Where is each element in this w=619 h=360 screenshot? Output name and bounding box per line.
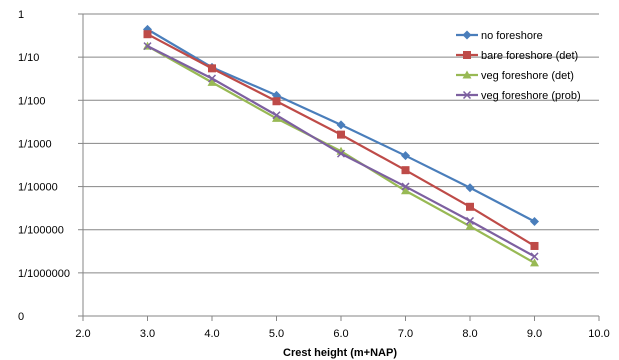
- data-point: [272, 111, 281, 120]
- y-tick-label: 0: [18, 311, 24, 323]
- data-point: [336, 120, 346, 130]
- y-tick-label: 1/100000: [18, 225, 64, 237]
- legend-label: veg foreshore (prob): [481, 90, 581, 102]
- series-1: [143, 24, 539, 227]
- data-point: [336, 149, 346, 158]
- legend-item: no foreshore: [456, 30, 543, 42]
- data-point: [465, 216, 475, 225]
- data-point: [337, 130, 345, 139]
- x-tick-label: 10.0: [588, 328, 609, 340]
- data-point: [401, 182, 410, 191]
- y-tick-label: 1/100: [18, 95, 46, 107]
- data-point: [143, 30, 152, 39]
- y-tick-label: 1/1000000: [18, 268, 70, 280]
- legend-label: veg foreshore (det): [481, 70, 574, 82]
- x-tick-label: 3.0: [140, 328, 155, 340]
- x-tick-label: 5.0: [269, 328, 284, 340]
- data-point: [401, 151, 410, 161]
- data-point: [272, 113, 281, 122]
- legend-marker: [462, 70, 472, 79]
- axes: [78, 13, 600, 321]
- x-tick-label: 4.0: [204, 328, 219, 340]
- data-point: [530, 217, 539, 227]
- data-point: [465, 183, 475, 193]
- series-2: [143, 30, 539, 250]
- x-tick-label: 7.0: [398, 328, 413, 340]
- legend-item: bare foreshore (det): [456, 50, 578, 62]
- y-tick-label: 1/10000: [18, 182, 58, 194]
- series-4: [143, 42, 539, 261]
- data-point: [401, 166, 410, 175]
- data-point: [207, 74, 217, 83]
- y-tick-labels: 1 1/10 1/100 1/1000 1/10000 1/100000 1/1000000…: [18, 9, 70, 323]
- x-tick-labels: 2.0 3.0 4.0 5.0 6.0 7.0 8.0 9.0 10.0: [75, 328, 609, 340]
- data-point: [401, 186, 410, 195]
- data-point: [207, 77, 217, 86]
- legend-marker: [462, 90, 472, 100]
- x-tick-label: 2.0: [75, 328, 90, 340]
- data-point: [143, 42, 152, 51]
- legend-item: veg foreshore (prob): [456, 90, 581, 102]
- legend-label: bare foreshore (det): [481, 50, 578, 62]
- data-point: [272, 97, 281, 106]
- legend-marker: [463, 51, 471, 59]
- legend: no foreshore bare foreshore (det) veg fore…: [456, 30, 581, 102]
- y-tick-label: 1/1000: [18, 138, 52, 150]
- data-point: [208, 64, 216, 73]
- x-tick-label: 6.0: [333, 328, 348, 340]
- series-line: [146, 33, 536, 247]
- y-tick-label: 1: [18, 9, 24, 21]
- data-point: [530, 252, 539, 261]
- x-tick-label: 9.0: [527, 328, 542, 340]
- data-point: [466, 202, 474, 211]
- x-tick-label: 8.0: [462, 328, 477, 340]
- series-group: [143, 24, 539, 267]
- data-point: [465, 221, 475, 230]
- legend-item: veg foreshore (det): [456, 70, 574, 82]
- data-point: [530, 241, 539, 250]
- x-axis-title: Crest height (m+NAP): [283, 347, 397, 359]
- y-tick-label: 1/10: [18, 52, 39, 64]
- legend-marker: [462, 30, 472, 40]
- data-point: [530, 258, 539, 267]
- legend-label: no foreshore: [481, 30, 543, 42]
